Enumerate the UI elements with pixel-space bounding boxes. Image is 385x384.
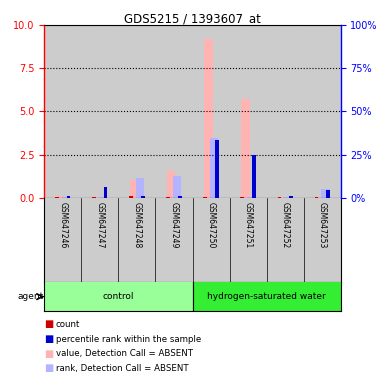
Text: control: control [103, 292, 134, 301]
Bar [316, 197, 324, 198]
Text: GSM647249: GSM647249 [169, 202, 179, 248]
Text: GSM647246: GSM647246 [58, 202, 67, 248]
Bar [119, 25, 156, 198]
Text: ■: ■ [44, 349, 54, 359]
Bar [278, 197, 281, 198]
Bar [252, 156, 256, 198]
Bar [326, 190, 330, 198]
Text: GSM647247: GSM647247 [95, 202, 104, 248]
Text: hydrogen-saturated water: hydrogen-saturated water [207, 292, 326, 301]
Bar [119, 198, 156, 282]
Bar [44, 282, 192, 311]
Text: ■: ■ [44, 363, 54, 373]
Bar [141, 196, 144, 198]
Bar [44, 198, 81, 282]
Bar [173, 176, 181, 198]
Bar [92, 197, 95, 198]
Bar [166, 197, 170, 198]
Bar [192, 25, 229, 198]
Bar [315, 197, 318, 198]
Text: ■: ■ [44, 319, 54, 329]
Bar [192, 198, 229, 282]
Text: percentile rank within the sample: percentile rank within the sample [56, 334, 201, 344]
Bar [81, 25, 119, 198]
Bar [290, 196, 293, 198]
Bar [241, 197, 244, 198]
Bar [81, 198, 119, 282]
Bar [130, 180, 138, 198]
Bar [203, 197, 207, 198]
Bar [267, 198, 304, 282]
Bar [67, 196, 70, 198]
Text: value, Detection Call = ABSENT: value, Detection Call = ABSENT [56, 349, 193, 358]
Bar [247, 197, 256, 198]
Bar [304, 198, 341, 282]
Bar [192, 282, 341, 311]
Bar [156, 25, 192, 198]
Bar [178, 196, 182, 198]
Bar [321, 189, 330, 198]
Bar [229, 25, 266, 198]
Text: agent: agent [17, 292, 44, 301]
Text: ■: ■ [44, 334, 54, 344]
Bar [136, 178, 144, 198]
Text: rank, Detection Call = ABSENT: rank, Detection Call = ABSENT [56, 364, 188, 373]
Bar [44, 25, 81, 198]
Bar [304, 25, 341, 198]
Bar [55, 197, 59, 198]
Bar [229, 198, 266, 282]
Text: GSM647248: GSM647248 [132, 202, 141, 248]
Bar [215, 140, 219, 198]
Bar [56, 196, 64, 198]
Text: GSM647250: GSM647250 [206, 202, 216, 248]
Bar [167, 171, 176, 198]
Title: GDS5215 / 1393607_at: GDS5215 / 1393607_at [124, 12, 261, 25]
Text: GSM647252: GSM647252 [281, 202, 290, 248]
Bar [99, 197, 107, 198]
Text: GSM647251: GSM647251 [244, 202, 253, 248]
Bar [204, 39, 213, 198]
Bar [104, 187, 107, 198]
Bar [278, 197, 286, 198]
Bar [93, 197, 101, 198]
Bar [129, 196, 133, 198]
Bar [62, 197, 70, 198]
Bar [210, 138, 218, 198]
Text: count: count [56, 320, 80, 329]
Bar [156, 198, 192, 282]
Text: GSM647253: GSM647253 [318, 202, 327, 248]
Bar [267, 25, 304, 198]
Bar [285, 197, 293, 198]
Bar [241, 99, 249, 198]
